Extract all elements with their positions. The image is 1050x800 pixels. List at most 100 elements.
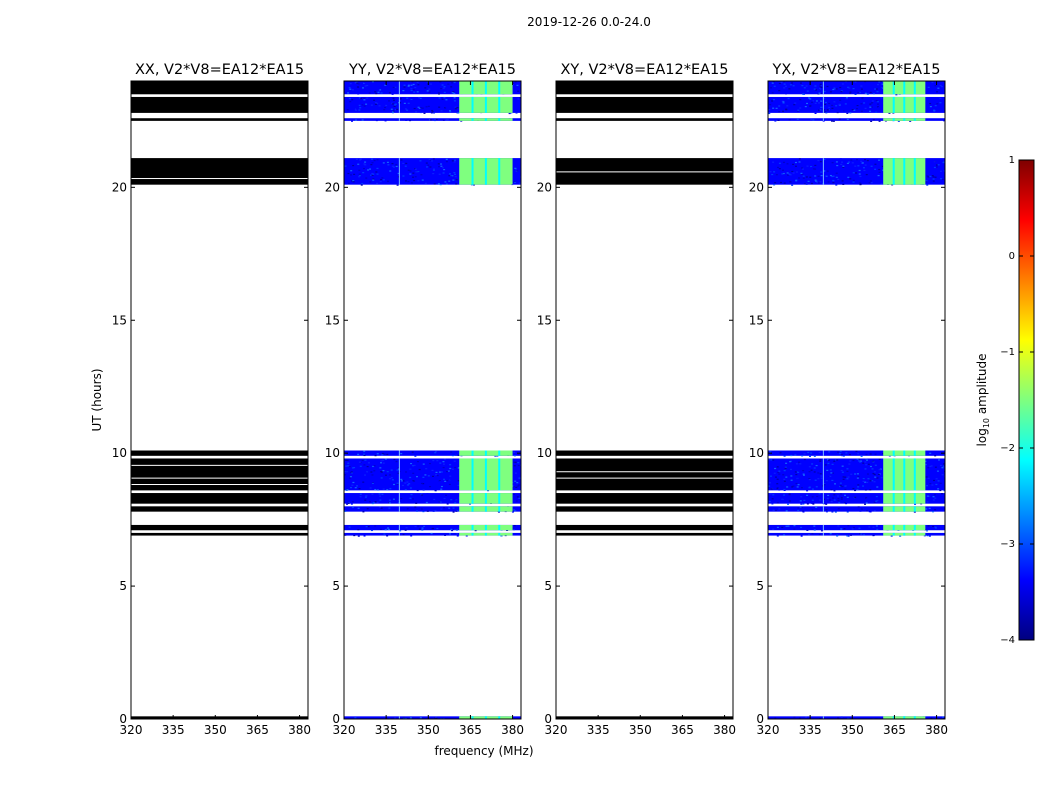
noise-speck — [817, 472, 820, 474]
noise-speck — [878, 171, 881, 173]
noise-speck — [925, 181, 928, 183]
noise-speck — [356, 485, 359, 487]
noise-speck — [820, 100, 823, 102]
noise-speck — [452, 507, 455, 509]
noise-speck — [376, 159, 379, 161]
noise-speck — [782, 474, 785, 476]
noise-speck — [810, 469, 813, 471]
noise-speck — [803, 451, 806, 453]
noise-speck — [874, 464, 877, 466]
noise-speck — [517, 90, 520, 92]
rfi-stripe — [484, 81, 487, 95]
noise-speck — [442, 119, 445, 121]
noise-speck — [783, 83, 786, 85]
noise-speck — [344, 534, 347, 536]
noise-speck — [457, 480, 460, 482]
noise-speck — [358, 488, 361, 490]
noise-speck — [399, 98, 402, 100]
noise-speck — [393, 163, 396, 165]
plot-frame — [130, 80, 309, 720]
noise-speck — [842, 478, 845, 480]
colorbar-label-sub: 10 — [982, 418, 991, 428]
noise-speck — [822, 120, 825, 122]
noise-speck — [382, 462, 385, 464]
noise-speck — [884, 120, 887, 122]
noise-speck — [862, 477, 865, 480]
noise-speck — [345, 459, 348, 462]
noise-speck — [364, 161, 367, 163]
data-block — [344, 450, 521, 456]
channel-line — [398, 158, 400, 185]
noise-speck — [420, 174, 423, 176]
noise-speck — [448, 533, 451, 535]
noise-speck — [938, 459, 941, 461]
noise-speck — [519, 525, 521, 527]
noise-speck — [516, 526, 519, 529]
noise-speck — [346, 476, 349, 478]
noise-speck — [512, 493, 515, 496]
noise-speck — [513, 461, 516, 463]
noise-speck — [882, 508, 885, 511]
noise-speck — [875, 88, 878, 90]
noise-speck — [838, 103, 841, 105]
noise-speck — [796, 110, 799, 112]
noise-speck — [829, 91, 832, 93]
noise-speck — [866, 526, 869, 528]
noise-speck — [421, 494, 424, 496]
noise-speck — [932, 176, 935, 178]
rfi-stripe — [498, 458, 501, 491]
noise-speck — [819, 85, 822, 87]
noise-speck — [432, 168, 435, 170]
noise-speck — [440, 488, 443, 490]
noise-speck — [369, 487, 372, 489]
noise-speck — [833, 499, 836, 501]
data-image — [131, 81, 308, 719]
noise-speck — [934, 527, 937, 529]
noise-speck — [365, 526, 368, 528]
noise-speck — [823, 90, 826, 93]
noise-speck — [365, 506, 368, 508]
noise-speck — [786, 172, 789, 174]
noise-speck — [451, 468, 454, 470]
noise-speck — [782, 102, 785, 104]
noise-speck — [850, 92, 853, 94]
masked-block — [131, 716, 308, 719]
noise-speck — [939, 482, 942, 484]
noise-speck — [406, 481, 409, 483]
noise-speck — [872, 93, 875, 95]
noise-speck — [808, 466, 811, 468]
noise-speck — [809, 105, 812, 107]
noise-speck — [778, 168, 781, 170]
noise-speck — [856, 104, 859, 107]
noise-speck — [817, 175, 820, 177]
noise-speck — [344, 510, 347, 512]
noise-speck — [450, 528, 453, 530]
noise-speck — [927, 528, 930, 530]
noise-speck — [391, 162, 394, 165]
noise-speck — [437, 461, 440, 463]
noise-speck — [869, 103, 872, 105]
noise-speck — [806, 90, 809, 92]
noise-speck — [869, 106, 872, 108]
noise-speck — [813, 455, 816, 457]
data-image — [556, 81, 733, 719]
noise-speck — [436, 460, 439, 462]
noise-speck — [831, 104, 834, 106]
noise-speck — [872, 102, 875, 104]
noise-speck — [433, 119, 436, 121]
noise-speck — [379, 467, 382, 469]
noise-speck — [380, 471, 383, 473]
noise-speck — [363, 450, 366, 452]
noise-speck — [783, 488, 786, 491]
noise-speck — [808, 478, 811, 480]
noise-speck — [778, 473, 781, 475]
noise-speck — [434, 452, 437, 454]
noise-speck — [455, 499, 458, 501]
noise-speck — [833, 101, 836, 103]
noise-speck — [414, 168, 417, 170]
noise-speck — [372, 178, 375, 180]
noise-speck — [814, 168, 817, 170]
